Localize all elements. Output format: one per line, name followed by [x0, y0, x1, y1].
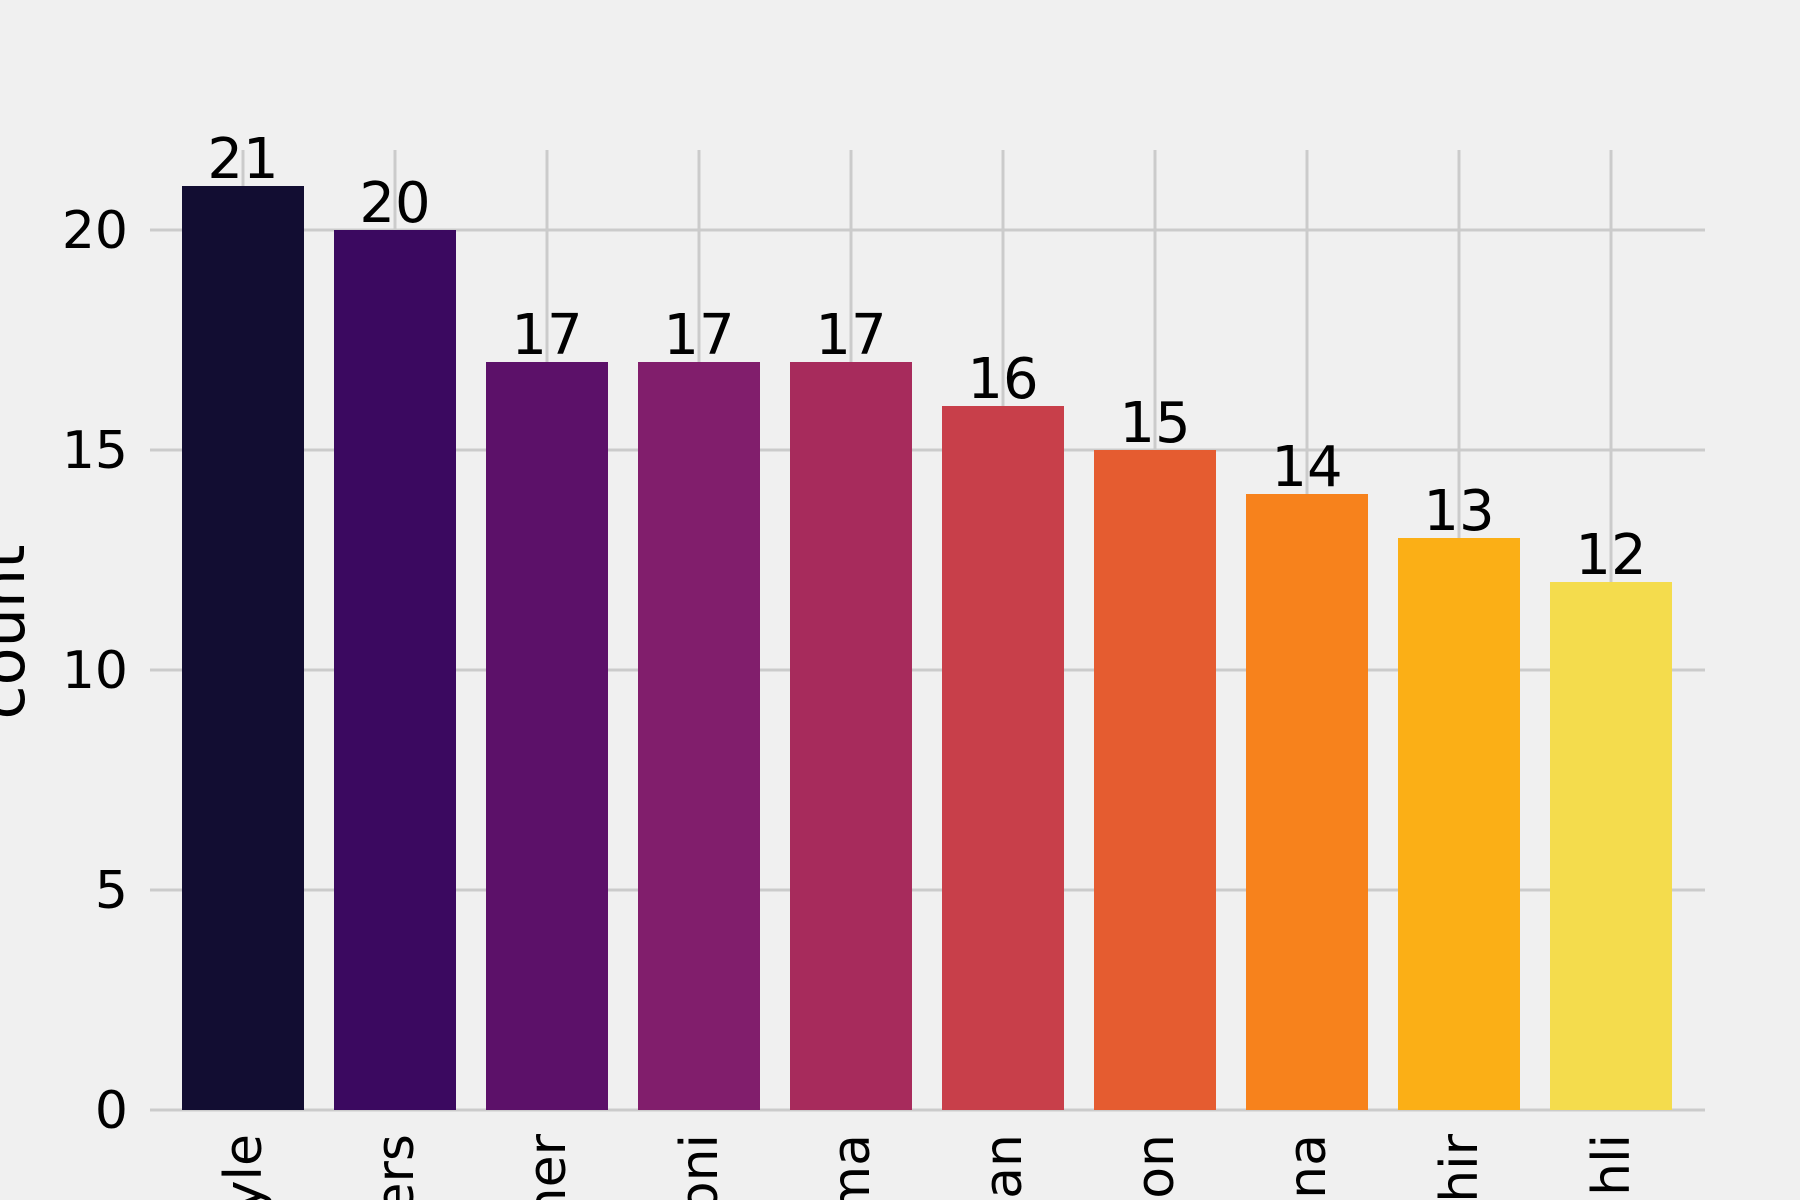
x-tick-labels: yle ers ner oni ma an on na hir hli — [214, 1133, 1642, 1200]
x-tick-label: yle — [214, 1134, 274, 1200]
y-tick-label: 0 — [95, 1081, 128, 1141]
x-tick-label: on — [1126, 1134, 1186, 1199]
y-axis-title: count — [0, 545, 39, 720]
bar-value-label: 15 — [1119, 391, 1190, 456]
y-tick-label: 15 — [62, 421, 128, 481]
x-tick-label: hir — [1430, 1133, 1490, 1200]
bar-value-label: 17 — [815, 303, 886, 368]
bar — [486, 362, 608, 1110]
bar — [942, 406, 1064, 1110]
x-tick-label: hli — [1582, 1134, 1642, 1196]
bar-value-label: 14 — [1271, 435, 1342, 500]
bar-value-label: 17 — [511, 303, 582, 368]
bar — [790, 362, 912, 1110]
bar — [334, 230, 456, 1110]
x-tick-label: oni — [670, 1134, 730, 1200]
x-tick-label: ma — [822, 1134, 882, 1200]
bar-value-label: 13 — [1423, 479, 1494, 544]
y-tick-label: 5 — [95, 861, 128, 921]
bar-value-label: 17 — [663, 303, 734, 368]
bars — [182, 186, 1672, 1110]
bar-value-label: 16 — [967, 347, 1038, 412]
y-tick-label: 10 — [62, 641, 128, 701]
bar — [1398, 538, 1520, 1110]
x-tick-label: ner — [518, 1133, 578, 1200]
x-tick-label: ers — [366, 1134, 426, 1200]
x-tick-label: na — [1278, 1134, 1338, 1199]
bar — [1094, 450, 1216, 1110]
y-tick-labels: 0 5 10 15 20 — [62, 201, 128, 1141]
bar-value-label: 12 — [1575, 523, 1646, 588]
bar — [638, 362, 760, 1110]
x-tick-label: an — [974, 1134, 1034, 1199]
bar — [1550, 582, 1672, 1110]
bar — [182, 186, 304, 1110]
bar — [1246, 494, 1368, 1110]
bar-value-label: 20 — [359, 171, 430, 236]
y-tick-label: 20 — [62, 201, 128, 261]
value-labels: 21 20 17 17 17 16 15 14 13 12 — [207, 127, 1646, 588]
bar-value-label: 21 — [207, 127, 278, 192]
